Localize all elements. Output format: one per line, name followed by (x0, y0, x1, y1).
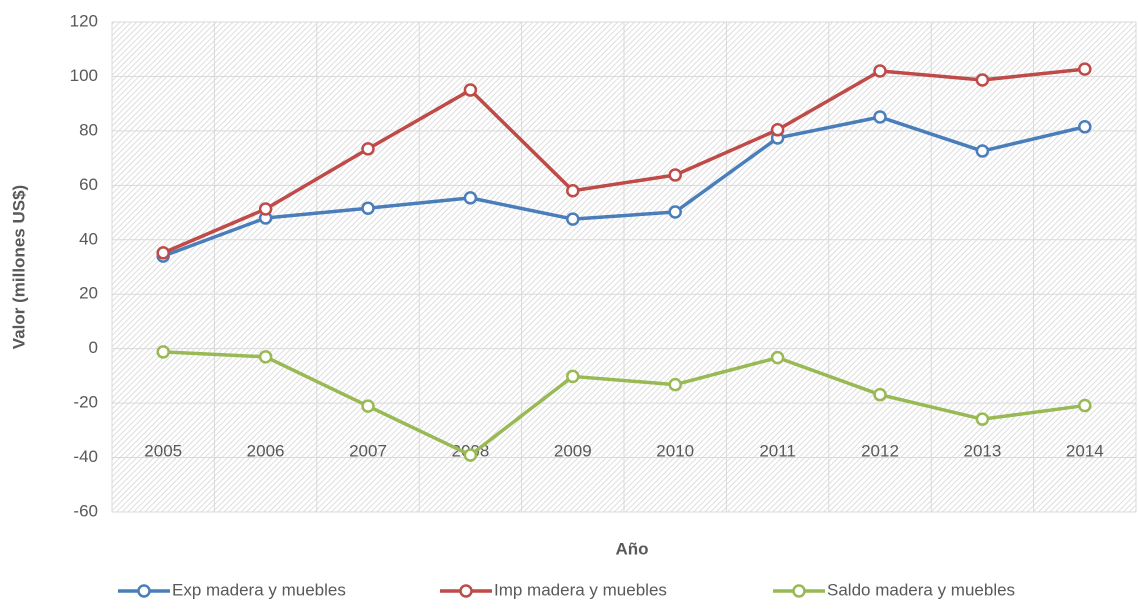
data-point (1078, 120, 1092, 134)
legend-marker (137, 584, 151, 598)
data-point (258, 350, 273, 364)
legend-marker (792, 584, 806, 598)
data-point (975, 73, 990, 87)
data-point (668, 205, 682, 219)
data-point (873, 110, 887, 124)
legend-label: Imp madera y muebles (494, 580, 667, 599)
data-point (463, 83, 478, 97)
legend-marker (459, 584, 473, 598)
y-tick-label: -60 (73, 501, 98, 520)
series-line (162, 67, 1085, 255)
y-tick-label: 40 (79, 229, 98, 248)
y-tick-label: 20 (79, 284, 98, 303)
data-point (361, 201, 375, 215)
y-tick-label: 60 (79, 175, 98, 194)
data-point (770, 123, 785, 137)
y-axis-title: Valor (millones US$) (9, 185, 28, 349)
data-point (463, 448, 478, 462)
x-tick-label: 2006 (247, 441, 285, 460)
data-point (668, 168, 682, 182)
data-point (258, 202, 273, 216)
data-point (156, 345, 170, 359)
data-point (1078, 62, 1092, 76)
x-tick-label: 2012 (861, 441, 899, 460)
data-point (873, 387, 887, 402)
x-axis-title: Año (615, 539, 648, 558)
data-point (361, 142, 375, 156)
y-tick-label: 80 (79, 120, 98, 139)
data-point (463, 191, 478, 205)
data-point (975, 144, 990, 158)
x-tick-label: 2011 (759, 441, 796, 460)
x-tick-label: 2007 (349, 441, 387, 460)
x-tick-label: 2010 (656, 441, 694, 460)
data-point (566, 212, 580, 226)
legend-label: Saldo madera y muebles (827, 580, 1015, 599)
x-tick-label: 2005 (144, 441, 182, 460)
y-tick-label: 100 (70, 66, 98, 85)
data-point (770, 350, 785, 365)
data-point (873, 64, 887, 78)
data-point (566, 184, 580, 198)
data-point (566, 369, 580, 384)
series-line (163, 350, 1086, 457)
series-line (162, 115, 1086, 258)
x-tick-label: 2013 (963, 441, 1001, 460)
y-tick-label: 120 (70, 11, 98, 30)
data-point (361, 399, 375, 413)
legend-label: Exp madera y muebles (172, 580, 346, 599)
data-point (156, 246, 170, 260)
y-tick-label: 0 (89, 338, 98, 357)
y-tick-label: -40 (73, 447, 98, 466)
data-point (668, 377, 682, 392)
y-tick-label: -20 (73, 393, 98, 412)
data-point (975, 412, 990, 426)
x-tick-label: 2009 (554, 441, 592, 460)
data-point (1078, 398, 1092, 413)
x-tick-label: 2014 (1066, 441, 1104, 460)
